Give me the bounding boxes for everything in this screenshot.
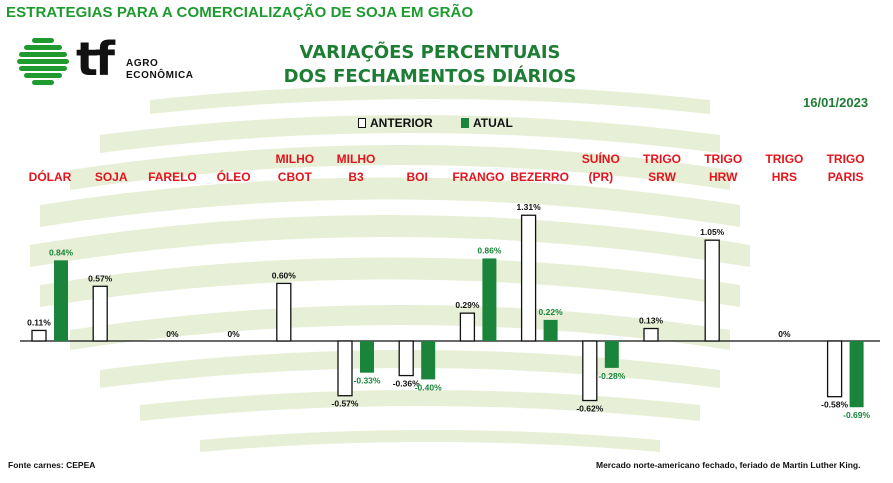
date-label: 16/01/2023	[803, 95, 869, 110]
data-label: -0.36%	[393, 379, 420, 389]
bar-atual	[604, 341, 619, 368]
watermark-stripe	[100, 350, 720, 388]
watermark-stripe	[100, 115, 720, 153]
category-label: ÓLEO	[217, 169, 251, 184]
data-label: 1.31%	[517, 202, 542, 212]
category-label: TRIGO HRS	[765, 152, 803, 184]
data-label: -0.69%	[843, 410, 870, 420]
bar-anterior	[459, 312, 476, 342]
bar-atual	[421, 341, 436, 380]
chart-title-line-1: VARIAÇÕES PERCENTUAIS	[299, 42, 561, 63]
data-label: 0.84%	[49, 247, 74, 257]
bar-anterior	[398, 340, 414, 377]
bar-atual	[543, 319, 558, 341]
category-label: FRANGO	[452, 170, 504, 184]
bar-anterior	[520, 214, 537, 342]
zero-value-label: 0%	[227, 329, 240, 339]
bar-atual	[54, 260, 68, 341]
page-title: ESTRATEGIAS PARA A COMERCIALIZAÇÃO DE SO…	[6, 4, 474, 21]
category-label: SOJA	[95, 170, 128, 184]
footer-note: Mercado norte-americano fechado, feriado…	[596, 460, 861, 470]
category-label: BOI	[407, 170, 428, 184]
legend-label-atual: ATUAL	[473, 116, 513, 130]
bar-anterior	[826, 340, 843, 398]
data-label: 0.29%	[455, 300, 480, 310]
logo: tf AGRO ECONÔMICA	[14, 32, 198, 88]
bar-anterior	[582, 340, 598, 402]
footer-source: Fonte carnes: CEPEA	[8, 460, 96, 470]
logo-mark: tf	[76, 32, 115, 86]
category-label: SUÍNO (PR)	[582, 151, 620, 184]
bar-anterior	[92, 285, 108, 342]
data-label: -0.58%	[821, 400, 848, 410]
watermark-stripe	[200, 430, 660, 452]
watermark-stripe	[40, 257, 740, 307]
legend-item-atual: ATUAL	[461, 116, 513, 130]
data-label: 0.57%	[88, 273, 113, 283]
watermark-stripe	[40, 177, 740, 227]
logo-text-economica: ECONÔMICA	[126, 70, 194, 81]
watermark-stripe	[30, 215, 750, 267]
bar-anterior	[643, 327, 659, 342]
category-label: FARELO	[148, 170, 197, 184]
category-label: DÓLAR	[29, 169, 72, 184]
data-label: 0.13%	[639, 316, 664, 326]
logo-globe-icon	[17, 38, 69, 85]
data-label: -0.33%	[354, 376, 381, 386]
category-label: TRIGO HRW	[704, 152, 742, 184]
data-label: 0.86%	[477, 245, 502, 255]
bar-atual	[849, 341, 864, 408]
watermark-stripe	[140, 390, 700, 421]
data-label: -0.62%	[576, 404, 603, 414]
legend-swatch-outline	[358, 118, 366, 128]
watermark-stripe	[150, 85, 710, 114]
category-label: TRIGO SRW	[643, 152, 681, 184]
data-label: -0.28%	[598, 371, 625, 381]
legend-item-anterior: ANTERIOR	[358, 116, 433, 130]
logo-text-agro: AGRO	[126, 58, 159, 69]
zero-value-label: 0%	[778, 329, 791, 339]
category-label: BEZERRO	[510, 170, 569, 184]
chart-title-line-2: DOS FECHAMENTOS DIÁRIOS	[283, 66, 577, 87]
data-label: 0.60%	[272, 270, 297, 280]
legend-label-anterior: ANTERIOR	[370, 116, 433, 130]
bar-atual	[360, 341, 374, 373]
bar-atual	[482, 258, 497, 341]
bar-anterior	[704, 239, 720, 342]
category-label: MILHO B3	[337, 152, 376, 184]
data-label: 1.05%	[700, 227, 725, 237]
bar-anterior	[337, 340, 353, 397]
data-label: -0.40%	[415, 382, 442, 392]
category-label: MILHO CBOT	[275, 152, 314, 184]
data-label: -0.57%	[332, 399, 359, 409]
legend-swatch-filled	[461, 118, 469, 128]
bar-anterior	[31, 329, 47, 342]
data-label: 0.11%	[27, 317, 51, 327]
zero-value-label: 0%	[166, 329, 179, 339]
watermark-stripe	[70, 305, 730, 350]
watermark-stripe	[70, 145, 730, 190]
data-label: 0.22%	[539, 307, 564, 317]
bar-anterior	[276, 282, 292, 342]
category-label: TRIGO PARIS	[827, 152, 865, 184]
